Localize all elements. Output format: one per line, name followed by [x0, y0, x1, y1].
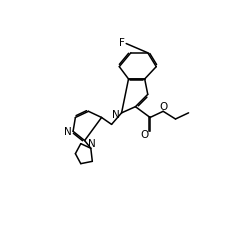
- Text: O: O: [159, 101, 167, 112]
- Text: F: F: [120, 38, 125, 48]
- Text: N: N: [64, 127, 72, 137]
- Text: N: N: [88, 138, 95, 148]
- Text: N: N: [112, 110, 120, 120]
- Text: O: O: [141, 130, 149, 140]
